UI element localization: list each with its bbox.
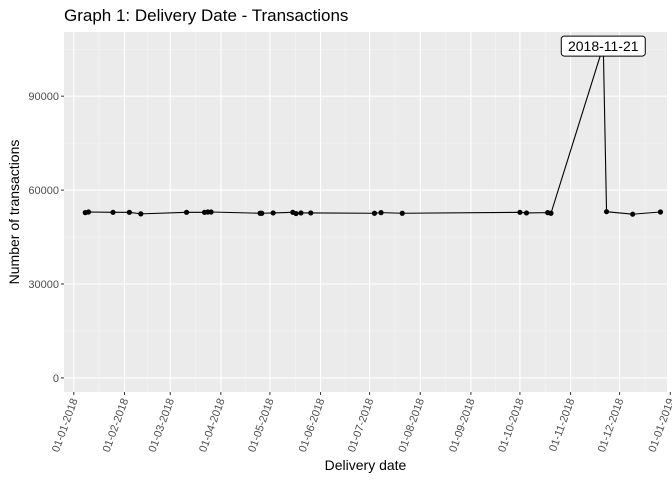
x-tick-label: 01-05-2018 [246,397,277,454]
x-tick-label: 01-01-2019 [647,397,672,454]
data-point [548,210,554,216]
x-tick-label: 01-03-2018 [147,397,178,454]
annotation-label: 2018-11-21 [568,38,639,54]
data-point [657,209,664,215]
data-series [82,43,664,217]
data-point [630,211,636,217]
x-tick-label: 01-04-2018 [197,397,228,454]
y-axis-title: Number of transactions [6,140,22,285]
data-point [378,210,384,216]
annotation-box [560,35,646,57]
data-point [308,210,314,216]
x-tick-label: 01-01-2018 [50,397,81,454]
data-point [259,210,265,216]
y-tick-label: 0 [53,373,59,385]
data-point [603,209,610,215]
data-point [126,209,132,215]
data-point [517,209,523,215]
x-tick-label: 01-09-2018 [447,397,478,454]
data-point [298,210,304,216]
x-tick-label: 01-11-2018 [547,397,577,453]
y-tick-label: 60000 [28,185,59,197]
data-point [293,210,299,217]
plot-panel [64,32,667,392]
x-tick-label: 01-10-2018 [496,397,527,454]
x-axis-title: Delivery date [325,457,407,473]
chart-title: Graph 1: Delivery Date - Transactions [64,6,348,25]
data-point [208,209,214,215]
data-point [183,209,190,215]
x-tick-label: 01-12-2018 [596,397,627,454]
data-point [371,210,378,216]
annotations: 2018-11-21 [560,35,646,57]
data-point [399,210,405,216]
y-tick-label: 90000 [28,91,59,103]
data-point [85,209,92,215]
data-point [270,210,276,216]
data-point [138,211,144,217]
x-tick-label: 01-08-2018 [397,397,428,454]
x-tick-label: 01-02-2018 [101,397,132,454]
y-tick-label: 30000 [28,279,59,291]
x-tick-label: 01-07-2018 [346,397,377,454]
data-point [523,210,530,216]
data-point [110,209,116,215]
x-tick-label: 01-06-2018 [297,397,328,454]
